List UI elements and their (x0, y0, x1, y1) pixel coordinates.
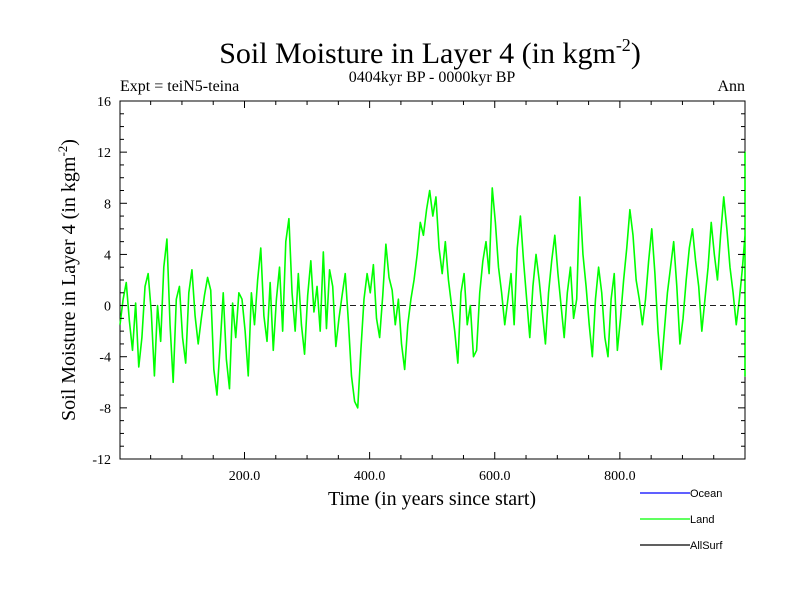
series-line-land (119, 151, 746, 409)
expt-label: Expt = teiN5-teina (120, 78, 239, 95)
y-tick-label: 0 (104, 300, 111, 315)
legend: Ocean Land AllSurf (640, 488, 723, 552)
x-tick-label: 200.0 (229, 469, 261, 484)
y-tick-label: -12 (92, 453, 111, 468)
chart-title: Soil Moisture in Layer 4 (in kgm-2) (219, 35, 641, 70)
x-axis-label: Time (in years since start) (328, 488, 536, 510)
y-tick-label: 8 (104, 197, 111, 212)
legend-label-allsurf: AllSurf (690, 540, 723, 552)
x-axis-ticks: 200.0 400.0 600.0 800.0 (150, 101, 715, 484)
y-tick-label: -4 (99, 351, 111, 366)
y-tick-label: -8 (99, 402, 111, 417)
legend-label-land: Land (690, 514, 714, 526)
series-group (119, 151, 746, 409)
y-tick-label: 16 (97, 95, 111, 110)
y-axis-label: Soil Moisture in Layer 4 (in kgm-2) (55, 139, 80, 421)
x-tick-label: 600.0 (479, 469, 511, 484)
y-axis-ticks: -12 -8 -4 0 4 8 12 16 (92, 95, 745, 468)
x-tick-label: 400.0 (354, 469, 386, 484)
y-tick-label: 12 (97, 146, 111, 161)
period-label: 0404kyr BP - 0000kyr BP (349, 69, 516, 86)
y-tick-label: 4 (104, 248, 111, 263)
season-label: Ann (717, 78, 745, 95)
x-tick-label: 800.0 (604, 469, 636, 484)
legend-label-ocean: Ocean (690, 488, 722, 500)
